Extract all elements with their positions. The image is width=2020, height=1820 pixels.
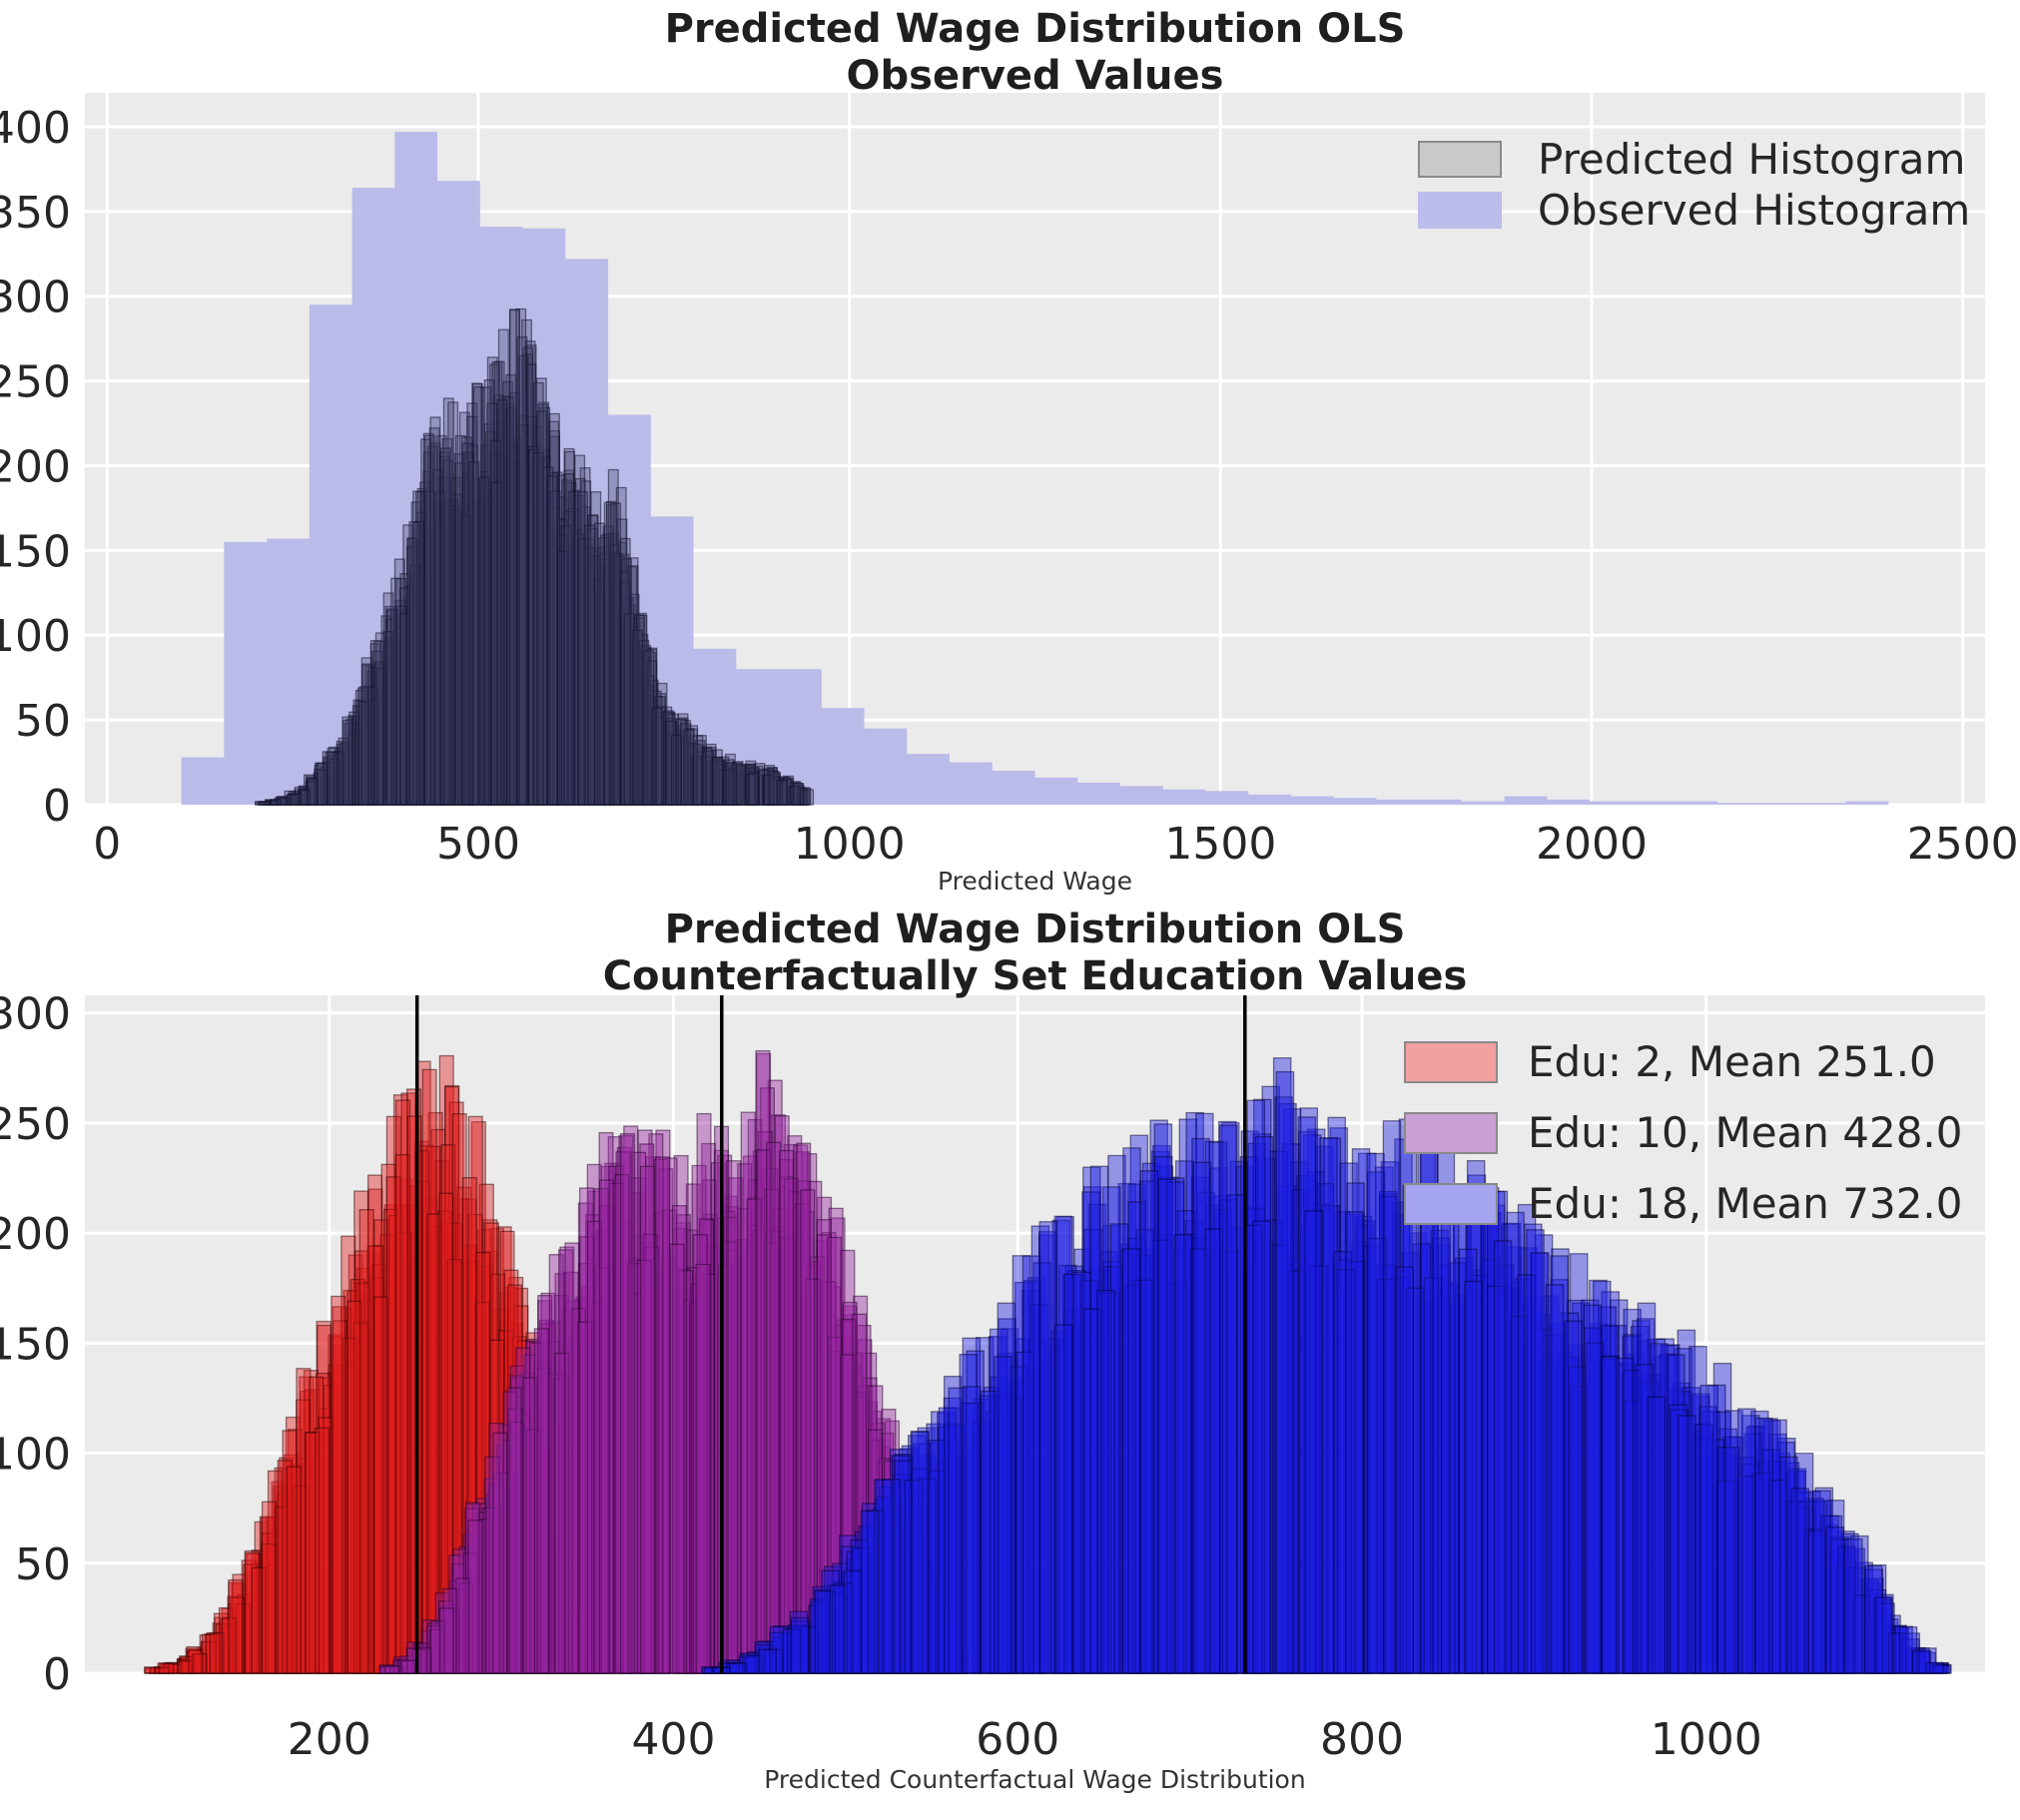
y-tick-label: 100 bbox=[0, 1430, 71, 1481]
y-tick-label: 50 bbox=[15, 696, 71, 747]
top-chart-title-line2: Observed Values bbox=[846, 53, 1224, 99]
x-tick-label: 0 bbox=[93, 819, 121, 870]
top-chart-xlabel: Predicted Wage bbox=[938, 867, 1132, 896]
x-tick-label: 200 bbox=[288, 1714, 371, 1765]
legend-swatch-observed bbox=[1418, 192, 1502, 229]
x-tick-label: 2500 bbox=[1907, 819, 2019, 870]
bottom-chart-title-line1: Predicted Wage Distribution OLS bbox=[664, 907, 1406, 952]
legend-item-edu10: Edu: 10, Mean 428.0 bbox=[1404, 1097, 1962, 1168]
x-tick-label: 1500 bbox=[1164, 819, 1276, 870]
legend-swatch-predicted bbox=[1418, 141, 1502, 178]
legend-label-observed: Observed Histogram bbox=[1538, 186, 1971, 235]
legend-swatch-edu18 bbox=[1404, 1182, 1498, 1225]
legend-item-edu18: Edu: 18, Mean 732.0 bbox=[1404, 1168, 1962, 1239]
top-chart-title-line1: Predicted Wage Distribution OLS bbox=[664, 6, 1406, 52]
legend-item-observed: Observed Histogram bbox=[1418, 185, 1970, 236]
bottom-chart-legend: Edu: 2, Mean 251.0 Edu: 10, Mean 428.0 E… bbox=[1404, 1026, 1962, 1239]
y-tick-label: 150 bbox=[0, 526, 71, 577]
y-tick-label: 100 bbox=[0, 611, 71, 662]
y-tick-label: 400 bbox=[0, 103, 71, 154]
x-tick-label: 2000 bbox=[1536, 819, 1648, 870]
legend-item-predicted: Predicted Histogram bbox=[1418, 134, 1970, 185]
y-tick-label: 250 bbox=[0, 357, 71, 408]
y-tick-label: 150 bbox=[0, 1319, 71, 1370]
top-chart-title: Predicted Wage Distribution OLS Observed… bbox=[85, 6, 1985, 100]
legend-swatch-edu10 bbox=[1404, 1111, 1498, 1154]
bottom-chart-title-line2: Counterfactually Set Education Values bbox=[602, 953, 1468, 999]
y-tick-label: 350 bbox=[0, 188, 71, 239]
y-tick-label: 200 bbox=[0, 1209, 71, 1260]
legend-label-edu2: Edu: 2, Mean 251.0 bbox=[1528, 1037, 1936, 1086]
y-tick-label: 250 bbox=[0, 1099, 71, 1150]
x-tick-label: 800 bbox=[1320, 1714, 1404, 1765]
legend-label-edu18: Edu: 18, Mean 732.0 bbox=[1528, 1179, 1963, 1228]
y-tick-label: 0 bbox=[43, 1649, 71, 1700]
legend-label-edu10: Edu: 10, Mean 428.0 bbox=[1528, 1108, 1963, 1157]
histogram-series-2 bbox=[701, 1057, 1952, 1674]
x-tick-label: 500 bbox=[436, 819, 520, 870]
bottom-chart-xlabel: Predicted Counterfactual Wage Distributi… bbox=[764, 1765, 1306, 1794]
y-tick-label: 200 bbox=[0, 441, 71, 492]
x-tick-label: 1000 bbox=[794, 819, 906, 870]
legend-item-edu2: Edu: 2, Mean 251.0 bbox=[1404, 1026, 1962, 1097]
top-chart-legend: Predicted Histogram Observed Histogram bbox=[1418, 134, 1970, 236]
y-tick-label: 300 bbox=[0, 989, 71, 1040]
x-tick-label: 400 bbox=[632, 1714, 716, 1765]
histogram-series-1 bbox=[378, 1049, 970, 1674]
x-tick-label: 1000 bbox=[1651, 1714, 1762, 1765]
x-tick-label: 600 bbox=[976, 1714, 1059, 1765]
bottom-chart-title: Predicted Wage Distribution OLS Counterf… bbox=[85, 907, 1985, 1000]
y-tick-label: 50 bbox=[15, 1539, 71, 1590]
histogram-series-1 bbox=[255, 307, 815, 806]
legend-swatch-edu2 bbox=[1404, 1040, 1498, 1083]
legend-label-predicted: Predicted Histogram bbox=[1538, 135, 1966, 184]
y-tick-label: 0 bbox=[43, 781, 71, 832]
y-tick-label: 300 bbox=[0, 273, 71, 323]
